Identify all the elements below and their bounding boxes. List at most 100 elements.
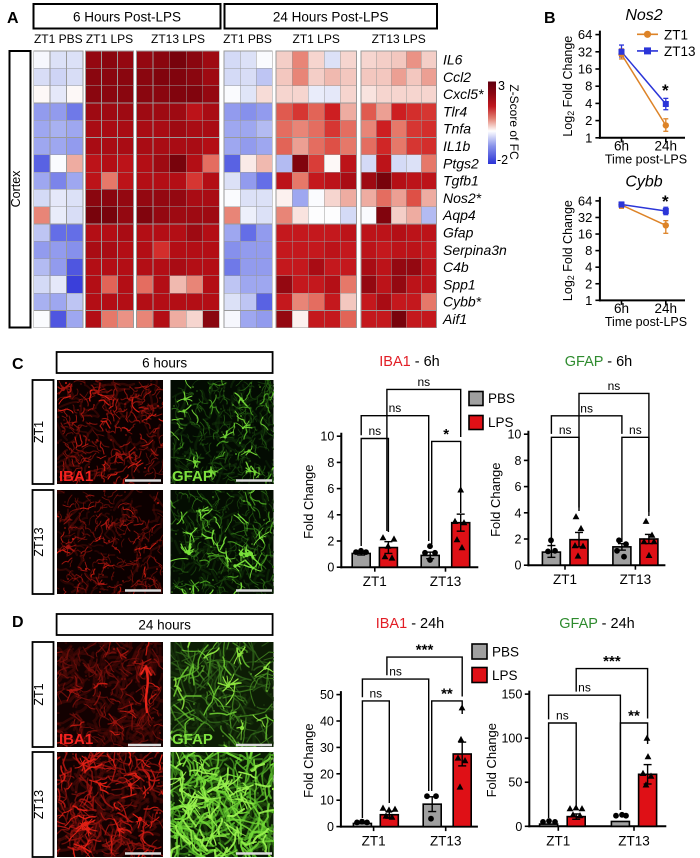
svg-text:10: 10 — [507, 428, 521, 442]
svg-text:64: 64 — [578, 193, 592, 208]
svg-text:*: * — [662, 192, 669, 211]
svg-text:2: 2 — [585, 276, 592, 291]
svg-text:Aqp4: Aqp4 — [442, 207, 476, 223]
svg-text:32: 32 — [578, 210, 592, 225]
svg-text:ZT1: ZT1 — [32, 683, 46, 705]
svg-text:PBS: PBS — [492, 645, 519, 660]
svg-text:ns: ns — [370, 686, 383, 700]
svg-text:IBA1 - 24h: IBA1 - 24h — [376, 616, 445, 632]
svg-text:LPS: LPS — [488, 415, 514, 430]
svg-text:ZT13: ZT13 — [620, 572, 652, 587]
svg-text:Tnfa: Tnfa — [443, 121, 471, 137]
svg-text:GFAP - 6h: GFAP - 6h — [565, 354, 632, 370]
svg-text:ZT1: ZT1 — [362, 834, 386, 849]
svg-text:ZT1: ZT1 — [546, 833, 570, 848]
svg-text:ns: ns — [368, 424, 381, 438]
svg-text:4: 4 — [585, 96, 592, 111]
svg-text:ns: ns — [578, 681, 591, 695]
svg-text:Tlr4: Tlr4 — [443, 103, 467, 119]
svg-text:ZT1: ZT1 — [32, 421, 46, 443]
svg-text:8: 8 — [585, 79, 592, 94]
svg-text:20: 20 — [320, 767, 334, 781]
svg-text:150: 150 — [501, 688, 522, 702]
svg-text:Fold Change: Fold Change — [301, 723, 316, 797]
svg-text:ZT13: ZT13 — [32, 527, 46, 556]
svg-text:ns: ns — [629, 423, 642, 437]
svg-text:0: 0 — [514, 559, 521, 573]
svg-text:Cybb: Cybb — [625, 173, 662, 190]
svg-text:16: 16 — [578, 227, 592, 242]
svg-text:64: 64 — [578, 27, 592, 42]
svg-text:IL6: IL6 — [443, 51, 463, 67]
svg-text:1: 1 — [585, 293, 592, 308]
svg-text:ZT13: ZT13 — [32, 790, 46, 819]
svg-text:***: *** — [416, 642, 434, 659]
svg-text:Nos2*: Nos2* — [443, 190, 482, 206]
svg-text:24h: 24h — [655, 138, 678, 153]
svg-text:24 Hours Post-LPS: 24 Hours Post-LPS — [273, 10, 389, 25]
svg-text:4: 4 — [585, 260, 592, 275]
svg-text:4: 4 — [514, 506, 521, 520]
svg-text:GFAP: GFAP — [172, 731, 213, 748]
svg-text:ZT1 PBS: ZT1 PBS — [223, 32, 272, 46]
svg-text:ZT1 LPS: ZT1 LPS — [293, 32, 340, 46]
svg-text:C: C — [12, 356, 24, 373]
svg-text:ZT1 LPS: ZT1 LPS — [86, 32, 133, 46]
svg-text:**: ** — [628, 708, 640, 725]
svg-text:Aif1: Aif1 — [442, 311, 467, 327]
svg-text:50: 50 — [508, 776, 522, 790]
svg-text:IBA1 - 6h: IBA1 - 6h — [379, 354, 439, 370]
svg-text:Time post-LPS: Time post-LPS — [605, 315, 687, 329]
svg-text:Tgfb1: Tgfb1 — [443, 173, 479, 189]
svg-text:ns: ns — [417, 375, 430, 389]
svg-text:8: 8 — [327, 456, 334, 470]
svg-text:Gfap: Gfap — [443, 224, 474, 240]
svg-text:0: 0 — [327, 561, 334, 575]
svg-text:ZT1: ZT1 — [664, 27, 688, 42]
svg-text:ns: ns — [389, 665, 402, 679]
svg-text:2: 2 — [327, 535, 334, 549]
svg-text:Serpina3n: Serpina3n — [443, 242, 507, 258]
svg-text:LPS: LPS — [492, 668, 518, 683]
svg-text:GFAP: GFAP — [172, 468, 213, 485]
svg-text:Time post-LPS: Time post-LPS — [605, 152, 687, 166]
svg-text:Ccl2: Ccl2 — [443, 69, 471, 85]
svg-text:0: 0 — [327, 820, 334, 834]
svg-text:ZT13: ZT13 — [430, 574, 462, 589]
svg-text:2: 2 — [585, 113, 592, 128]
svg-text:Cxcl5*: Cxcl5* — [443, 86, 484, 102]
svg-text:Log2 Fold Change: Log2 Fold Change — [561, 36, 576, 137]
svg-text:IBA1: IBA1 — [59, 731, 93, 748]
svg-text:*: * — [443, 426, 449, 443]
svg-text:ZT13: ZT13 — [618, 833, 650, 848]
svg-text:ns: ns — [608, 379, 621, 393]
svg-text:ZT13 LPS: ZT13 LPS — [151, 32, 205, 46]
svg-text:ZT13: ZT13 — [664, 44, 696, 59]
svg-text:ns: ns — [580, 401, 593, 415]
svg-text:16: 16 — [578, 62, 592, 77]
svg-text:IL1b: IL1b — [443, 138, 470, 154]
svg-text:Cybb*: Cybb* — [443, 294, 482, 310]
svg-text:1: 1 — [585, 130, 592, 145]
svg-text:6h: 6h — [614, 138, 629, 153]
svg-text:10: 10 — [320, 794, 334, 808]
svg-text:40: 40 — [320, 715, 334, 729]
svg-text:ns: ns — [559, 423, 572, 437]
svg-text:6h: 6h — [614, 301, 629, 316]
svg-text:Z-Score of FC: Z-Score of FC — [507, 84, 521, 160]
svg-text:A: A — [7, 10, 19, 27]
svg-text:3: 3 — [498, 79, 505, 93]
svg-text:ns: ns — [556, 709, 569, 723]
svg-text:32: 32 — [578, 44, 592, 59]
svg-text:C4b: C4b — [443, 259, 469, 275]
svg-text:30: 30 — [320, 741, 334, 755]
svg-text:-2: -2 — [497, 153, 508, 167]
svg-text:PBS: PBS — [488, 391, 515, 406]
svg-text:4: 4 — [327, 508, 334, 522]
svg-text:6: 6 — [514, 480, 521, 494]
svg-text:Fold Change: Fold Change — [301, 464, 316, 538]
svg-text:6 hours: 6 hours — [142, 356, 187, 371]
svg-text:*: * — [662, 81, 669, 100]
svg-text:***: *** — [603, 653, 621, 670]
svg-text:B: B — [544, 10, 556, 27]
